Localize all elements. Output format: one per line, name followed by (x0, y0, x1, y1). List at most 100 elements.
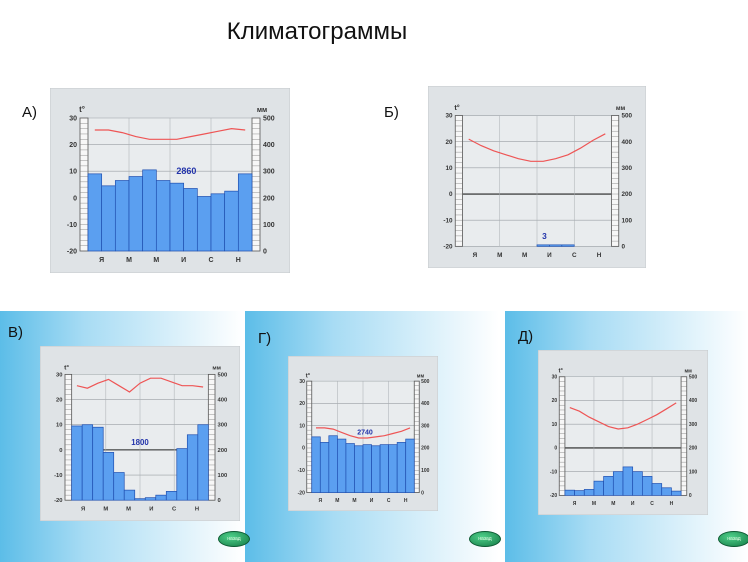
annual-precipitation-label: 2740 (357, 430, 373, 437)
precipitation-bar (371, 445, 381, 493)
back-button[interactable]: назад (718, 531, 748, 547)
right-tick-label: 400 (689, 398, 698, 404)
right-tick-label: 300 (263, 169, 275, 176)
climatogram-b: 30 20 10 0 -10 -20 500 400 300 200 100 0 t° мм Я М М И С Н 3 (428, 86, 646, 268)
month-label: М (126, 507, 131, 513)
scale-strip (251, 117, 261, 252)
right-axis-label: мм (257, 107, 267, 114)
left-tick-label: 0 (449, 191, 453, 198)
precipitation-bar (134, 498, 146, 501)
month-label: М (153, 257, 159, 264)
temperature-line (569, 402, 677, 430)
right-axis-label: мм (684, 369, 692, 375)
left-tick-label: -20 (550, 493, 557, 499)
left-tick-label: 20 (56, 398, 62, 404)
right-tick-label: 300 (689, 422, 698, 428)
left-tick-label: 20 (299, 401, 305, 407)
precipitation-bar (144, 497, 157, 501)
left-tick-label: 30 (69, 115, 77, 122)
right-tick-label: 400 (621, 139, 632, 146)
right-axis-label: мм (616, 105, 626, 112)
month-label: И (181, 257, 186, 264)
scale-strip (454, 115, 463, 247)
left-tick-label: 20 (552, 398, 558, 404)
precipitation-bar (622, 466, 634, 496)
precipitation-bar (593, 480, 604, 496)
month-label: Н (404, 498, 408, 504)
month-label: М (592, 501, 596, 507)
month-label: С (650, 501, 654, 507)
precipitation-bar (661, 487, 672, 496)
month-label: Я (573, 501, 577, 507)
month-label: Н (597, 252, 602, 259)
climatogram-g: 30 20 10 0 -10 -20 500 400 300 200 100 0 t° мм Я М М И С Н 2… (288, 356, 438, 511)
month-label: Я (99, 257, 104, 264)
precipitation-bar (345, 443, 355, 493)
precipitation-bar (210, 193, 226, 252)
page-title: Климатограммы (226, 18, 408, 45)
left-tick-label: 0 (302, 446, 305, 452)
back-button[interactable]: назад (469, 531, 501, 547)
scale-strip (207, 373, 216, 501)
precipitation-bar (113, 472, 125, 501)
left-tick-label: 10 (299, 423, 305, 429)
precipitation-bar (379, 444, 389, 493)
precipitation-bar (155, 494, 167, 501)
right-tick-label: 500 (218, 372, 228, 378)
back-button[interactable]: назад (218, 531, 250, 547)
left-axis-label: t° (64, 363, 69, 371)
precipitation-bar (183, 188, 198, 252)
panel-label-v: В) (8, 324, 23, 341)
left-tick-label: 0 (59, 448, 62, 454)
left-axis-label: t° (306, 373, 311, 379)
right-tick-label: 400 (218, 398, 228, 404)
left-tick-label: -10 (298, 468, 305, 474)
month-label: М (335, 498, 339, 504)
temperature-line (76, 377, 204, 393)
right-tick-label: 0 (263, 248, 267, 255)
panel-label-a: А) (22, 104, 37, 121)
left-tick-label: 10 (69, 169, 77, 176)
right-tick-label: 200 (621, 191, 632, 198)
month-label: Я (318, 498, 322, 504)
left-tick-label: 10 (56, 423, 62, 429)
panel-label-b: Б) (384, 104, 399, 121)
precipitation-bar (549, 244, 563, 247)
left-tick-label: 10 (445, 165, 453, 172)
right-tick-label: 100 (421, 468, 430, 474)
precipitation-bar (642, 476, 653, 496)
left-axis-label: t° (558, 369, 563, 375)
climatogram-d: 30 20 10 0 -10 -20 500 400 300 200 100 0 t° мм Я М М И С Н (538, 350, 708, 515)
precipitation-bar (237, 173, 253, 252)
precipitation-bar (197, 424, 209, 501)
scale-strip (680, 376, 688, 496)
left-tick-label: 0 (73, 195, 77, 202)
left-tick-label: -10 (550, 469, 557, 475)
month-label: С (208, 257, 213, 264)
precipitation-bar (574, 490, 585, 496)
right-tick-label: 400 (263, 142, 275, 149)
precipitation-bar (362, 444, 372, 493)
panel-label-g: Г) (258, 330, 272, 347)
right-tick-label: 300 (621, 165, 632, 172)
right-tick-label: 500 (689, 375, 698, 381)
month-label: Я (81, 507, 85, 513)
month-label: М (103, 507, 108, 513)
left-tick-label: 20 (445, 139, 453, 146)
precipitation-bar (101, 185, 116, 252)
month-label: М (611, 501, 615, 507)
right-tick-label: 400 (421, 401, 430, 407)
precipitation-bar (319, 442, 330, 493)
right-tick-label: 0 (621, 244, 625, 251)
right-tick-label: 200 (218, 448, 228, 454)
precipitation-bar (169, 182, 185, 252)
left-axis-label: t° (79, 105, 85, 114)
scale-strip (558, 376, 566, 496)
month-label: Н (195, 507, 199, 513)
precipitation-bar (114, 180, 130, 252)
precipitation-bar (311, 436, 321, 493)
left-tick-label: -20 (298, 490, 305, 496)
scale-strip (413, 380, 420, 493)
